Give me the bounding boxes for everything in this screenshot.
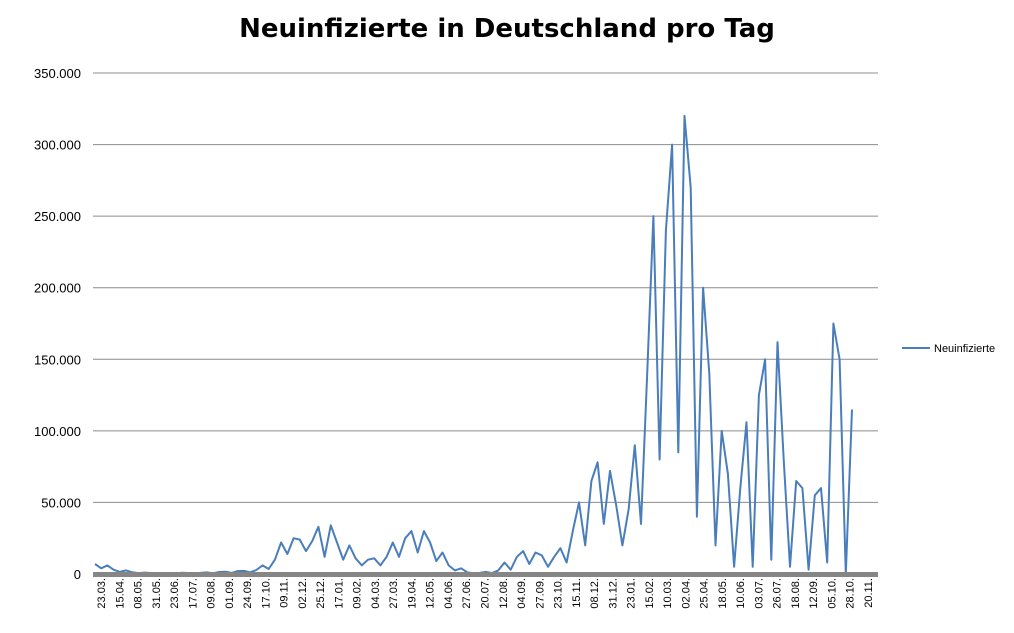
x-tick-label: 08.12.	[589, 578, 601, 609]
x-tick-label: 18.05.	[717, 578, 729, 609]
x-tick-label: 25.12.	[315, 578, 327, 609]
x-tick-label: 12.08.	[498, 578, 510, 609]
x-tick-label: 09.08.	[206, 578, 218, 609]
x-tick-label: 20.11.	[863, 578, 875, 608]
x-tick-label: 25.04.	[699, 578, 711, 609]
y-tick-label: 300.000	[34, 138, 81, 153]
legend: Neuinfizierte	[902, 343, 995, 355]
x-tick-label: 15.02.	[644, 578, 656, 609]
x-tick-label: 02.04.	[680, 578, 692, 609]
y-tick-label: 100.000	[34, 424, 81, 439]
x-tick-label: 27.03.	[388, 578, 400, 609]
x-tick-label: 20.07.	[480, 578, 492, 609]
y-tick-label: 250.000	[34, 209, 81, 224]
y-tick-label: 50.000	[41, 495, 81, 510]
x-tick-label: 31.12.	[607, 578, 619, 609]
x-tick-label: 02.12.	[297, 578, 309, 609]
x-tick-label: 18.08.	[790, 578, 802, 609]
x-tick-label: 28.10.	[845, 578, 857, 609]
y-tick-label: 0	[74, 567, 81, 582]
x-tick-label: 05.10.	[826, 578, 838, 609]
x-tick-label: 10.03.	[662, 578, 674, 609]
chart-title: Neuinfizierte in Deutschland pro Tag	[239, 14, 775, 44]
x-tick-label: 17.10.	[260, 578, 272, 609]
x-tick-label: 03.07.	[753, 578, 765, 609]
x-tick-label: 08.05.	[133, 578, 145, 609]
x-tick-label: 09.02.	[352, 578, 364, 609]
x-tick-label: 23.03.	[96, 578, 108, 609]
x-tick-label: 27.06.	[461, 578, 473, 609]
x-tick-label: 04.09.	[516, 578, 528, 609]
x-tick-label: 17.01.	[333, 578, 345, 609]
x-axis-line	[93, 572, 878, 577]
legend-label: Neuinfizierte	[934, 343, 995, 355]
x-tick-label: 09.11.	[279, 578, 291, 608]
y-axis-tick-labels: 0 50.000 100.000 150.000 200.000 250.000 300.0…	[34, 66, 81, 582]
x-tick-label: 12.09.	[808, 578, 820, 609]
x-tick-label: 31.05.	[151, 578, 163, 609]
plot-area	[94, 114, 853, 575]
x-tick-label: 15.11.	[571, 578, 583, 608]
x-tick-label: 17.07.	[187, 578, 199, 609]
x-axis	[93, 572, 878, 577]
x-tick-label: 23.10.	[553, 578, 565, 609]
y-tick-label: 150.000	[34, 352, 81, 367]
series-line-neuinfizierte	[94, 114, 853, 575]
y-tick-label: 350.000	[34, 66, 81, 81]
x-tick-label: 23.06.	[169, 578, 181, 609]
x-axis-tick-labels: 23.03. 15.04. 08.05. 31.05. 23.06. 17.07. 09.0…	[96, 578, 875, 609]
x-tick-label: 10.06.	[735, 578, 747, 609]
x-tick-label: 15.04.	[114, 578, 126, 609]
x-tick-label: 04.03.	[370, 578, 382, 609]
x-tick-label: 26.07.	[772, 578, 784, 609]
x-tick-label: 27.09.	[534, 578, 546, 609]
gridlines	[93, 72, 878, 503]
x-tick-label: 04.06.	[443, 578, 455, 609]
x-tick-label: 19.04.	[406, 578, 418, 609]
x-tick-label: 24.09.	[242, 578, 254, 609]
x-tick-label: 23.01.	[626, 578, 638, 609]
x-tick-label: 12.05.	[425, 578, 437, 609]
x-tick-label: 01.09.	[224, 578, 236, 609]
y-tick-label: 200.000	[34, 281, 81, 296]
